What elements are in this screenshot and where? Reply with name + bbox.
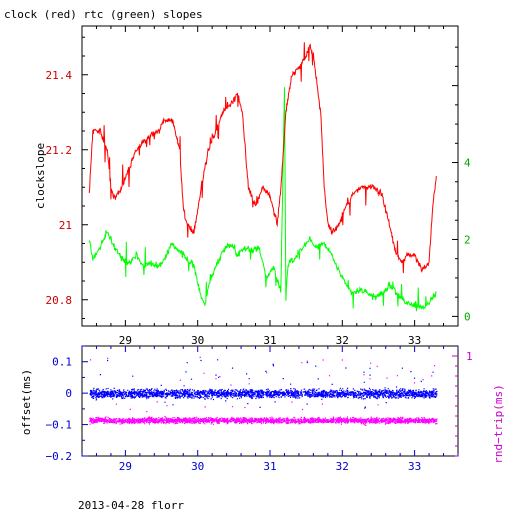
offset-points-marks [89, 359, 438, 409]
top-y-axis-label: clockslope [34, 143, 47, 209]
bottom-x-tick-label: 29 [119, 460, 132, 473]
clock-series-line [88, 42, 437, 274]
top-x-tick-label: 32 [336, 334, 349, 347]
top-left-y-tick-label: 21.2 [46, 144, 73, 157]
top-right-y-axis: 0 2 4 [452, 46, 471, 323]
bottom-x-axis: 29 30 31 32 33 [81, 346, 459, 473]
top-left-y-tick-label: 20.8 [46, 294, 73, 307]
bottom-right-y-axis: 1 [452, 350, 473, 457]
top-chart-title: clock (red) rtc (green) slopes [4, 8, 203, 21]
bottom-x-tick-label: 30 [191, 460, 204, 473]
top-left-y-tick-label: 21 [59, 219, 72, 232]
bottom-left-y-tick-label: 0 [65, 387, 72, 400]
top-x-tick-label: 29 [119, 334, 132, 347]
top-right-y-tick-label: 0 [464, 310, 471, 323]
footer-date-host: 2013-04-28 florr [78, 499, 184, 512]
bottom-right-y-axis-label: rnd−trip(ms) [492, 384, 505, 463]
bottom-x-tick-label: 32 [336, 460, 349, 473]
rnd-trip-points [89, 356, 438, 426]
top-x-tick-label: 33 [408, 334, 421, 347]
top-left-y-axis: 20.8 21 21.2 21.4 [46, 36, 88, 319]
top-left-y-tick-label: 21.4 [46, 69, 73, 82]
top-x-tick-label: 31 [263, 334, 276, 347]
bottom-x-tick-label: 31 [263, 460, 276, 473]
offset-points [89, 359, 438, 409]
rtc-series-path [88, 87, 437, 312]
clock-series-path [88, 42, 437, 274]
top-right-y-tick-label: 4 [464, 157, 471, 170]
bottom-scatter-points [89, 356, 438, 426]
top-x-tick-label: 30 [191, 334, 204, 347]
top-plot-frame [81, 25, 459, 327]
bottom-right-y-tick-label: 1 [466, 350, 473, 363]
bottom-y-axis-label: offset(ms) [20, 369, 33, 435]
bottom-plot-frame [81, 345, 459, 457]
rtc-series-line [88, 87, 437, 312]
bottom-left-y-tick-label: −0.2 [46, 450, 73, 463]
bottom-x-tick-label: 33 [408, 460, 421, 473]
bottom-left-y-tick-label: −0.1 [46, 419, 73, 432]
top-right-y-tick-label: 2 [464, 233, 471, 246]
rnd-trip-points-marks [89, 356, 438, 426]
bottom-left-y-tick-label: 0.1 [52, 356, 72, 369]
top-x-axis: 29 30 31 32 33 [81, 26, 459, 347]
bottom-left-y-axis: 0.1 0 −0.1 −0.2 [46, 345, 88, 463]
